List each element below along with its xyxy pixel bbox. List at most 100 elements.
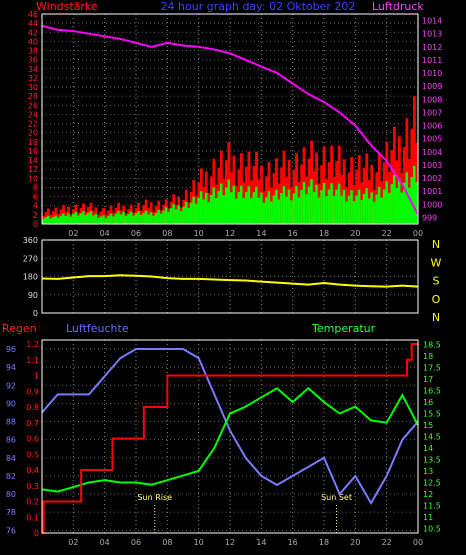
pressure-ticks: 999 1000 1001 1002 1003 1004 1005 1006 1007 1008 1… <box>422 17 442 223</box>
direction-degree-label: 90 <box>28 291 38 300</box>
wind-tick-label: 28 <box>28 92 38 101</box>
wind-tick-label: 18 <box>28 138 38 147</box>
wind-bar <box>147 214 151 224</box>
wind-bar <box>352 201 356 224</box>
wind-bar <box>325 196 329 224</box>
rain-tick-label: 1 <box>34 372 39 381</box>
wind-tick-label: 38 <box>28 47 38 56</box>
wind-bar <box>174 209 178 224</box>
wind-bar <box>315 184 319 224</box>
wind-bar <box>52 216 55 224</box>
pressure-tick-label: 1013 <box>422 30 442 39</box>
wind-bar <box>162 210 166 224</box>
humidity-tick-label: 80 <box>6 490 16 499</box>
rain-tick-label: 1.2 <box>26 340 39 349</box>
wind-bar <box>347 195 351 224</box>
wind-bar <box>375 194 379 224</box>
wind-bar <box>370 192 374 224</box>
wind-bar <box>332 195 336 224</box>
chart1-x-tick-label: 04 <box>100 229 110 238</box>
wind-bar <box>47 215 50 224</box>
wind-bar <box>154 212 158 224</box>
wind-bar <box>217 190 221 224</box>
chart1-x-tick-label: 12 <box>225 229 235 238</box>
wind-pressure-chart: 24 hour graph day: 02 Oktober 202 Windst… <box>28 0 443 238</box>
wind-bar <box>330 183 334 224</box>
humidity-axis-label: Luftfeuchte <box>66 322 129 335</box>
gust-bar <box>405 118 409 224</box>
wind-bar <box>232 185 236 224</box>
wind-bar <box>89 211 93 224</box>
pressure-tick-label: 1000 <box>422 200 442 209</box>
wind-bar <box>44 217 48 224</box>
wind-bar <box>107 216 110 224</box>
wind-bar <box>67 213 70 224</box>
temperature-axis-label: Temperatur <box>311 322 376 335</box>
wind-bar <box>57 217 60 224</box>
humidity-ticks: 76 78 80 82 84 86 88 90 92 94 96 <box>6 345 16 535</box>
wind-tick-label: 32 <box>28 74 38 83</box>
wind-bar <box>97 217 100 224</box>
wind-bar <box>77 215 80 224</box>
pressure-line <box>41 24 419 216</box>
wind-tick-label: 0 <box>33 220 38 229</box>
temperature-tick-label: 18 <box>423 352 433 361</box>
wind-bar <box>302 182 306 224</box>
wind-bar <box>410 176 414 224</box>
wind-bar <box>357 189 361 224</box>
wind-bar <box>300 189 303 224</box>
chart1-x-tick-label: 18 <box>319 229 329 238</box>
wind-bar <box>297 197 301 224</box>
wind-bar <box>247 186 251 224</box>
wind-bar <box>245 192 248 224</box>
wind-tick-label: 2 <box>33 211 38 220</box>
humidity-tick-label: 76 <box>6 526 16 535</box>
direction-degree-label: 0 <box>33 309 38 318</box>
wind-bar <box>199 191 203 224</box>
chart3-x-ticks: 02 04 06 08 10 12 14 16 18 20 22 00 <box>68 538 423 547</box>
chart1-frame <box>41 13 419 225</box>
rain-ticks: 0 0.1 0.2 0.3 0.4 0.5 0.6 0.7 0.8 0.9 1 1.1 1.2 <box>26 340 39 538</box>
rain-tick-label: 1.1 <box>26 356 39 365</box>
wind-bar <box>179 211 183 224</box>
wind-bar <box>72 213 75 224</box>
wind-bar <box>405 172 409 224</box>
pressure-tick-label: 999 <box>422 213 437 222</box>
direction-line <box>41 274 419 288</box>
humidity-tick-label: 96 <box>6 345 16 354</box>
wind-bar <box>320 190 324 224</box>
wind-bar <box>230 192 233 224</box>
humidity-tick-label: 78 <box>6 508 16 517</box>
chart3-x-tick-label: 16 <box>288 538 298 547</box>
chart1-lines <box>41 24 419 216</box>
wind-bar <box>235 198 238 224</box>
wind-bar <box>132 215 136 224</box>
temperature-tick-label: 17 <box>423 375 433 384</box>
chart1-bars <box>42 96 419 224</box>
wind-bar <box>189 202 193 224</box>
wind-bar <box>275 189 278 224</box>
chart3-x-tick-label: 20 <box>350 538 360 547</box>
wind-bar <box>169 208 173 224</box>
wind-tick-label: 40 <box>28 37 38 46</box>
temperature-tick-label: 13.5 <box>423 455 441 464</box>
wind-bar <box>204 192 208 224</box>
wind-bar <box>144 210 148 224</box>
wind-bar <box>102 215 105 224</box>
pressure-tick-label: 1002 <box>422 174 442 183</box>
temperature-tick-label: 10.5 <box>423 524 441 533</box>
wind-bar <box>367 198 371 224</box>
rain-tick-label: 0.6 <box>26 435 39 444</box>
direction-degree-label: 180 <box>23 273 38 282</box>
wind-bar <box>117 211 121 224</box>
temperature-tick-label: 13 <box>423 467 433 476</box>
wind-bar <box>197 197 201 224</box>
wind-bar <box>317 197 321 224</box>
wind-bar <box>322 182 326 224</box>
wind-bar <box>360 199 364 224</box>
gust-bar <box>410 128 414 224</box>
wind-bar <box>280 193 283 224</box>
wind-bar <box>240 185 243 224</box>
chart1-x-tick-label: 08 <box>162 229 172 238</box>
